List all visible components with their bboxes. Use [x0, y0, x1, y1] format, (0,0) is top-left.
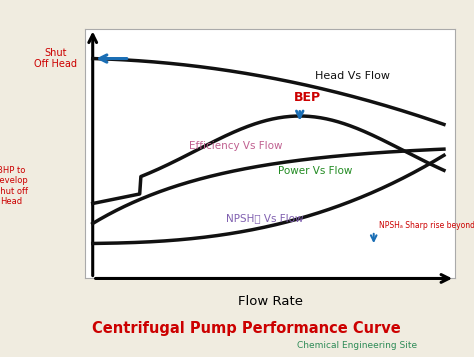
Text: NPSHₐ Sharp rise beyond BEP: NPSHₐ Sharp rise beyond BEP: [379, 221, 474, 230]
Text: Flow Rate: Flow Rate: [237, 295, 303, 308]
Text: Head Vs Flow: Head Vs Flow: [315, 71, 390, 81]
Text: BEP: BEP: [294, 91, 321, 104]
Text: Chemical Engineering Site: Chemical Engineering Site: [297, 341, 417, 350]
Text: Efficiency Vs Flow: Efficiency Vs Flow: [189, 141, 283, 151]
Text: Power Vs Flow: Power Vs Flow: [278, 166, 352, 176]
Text: NPSHᴯ Vs Flow: NPSHᴯ Vs Flow: [226, 213, 303, 223]
Text: Centrifugal Pump Performance Curve: Centrifugal Pump Performance Curve: [92, 321, 401, 336]
Text: BHP to
develop
Shut off
Head: BHP to develop Shut off Head: [0, 166, 28, 206]
Text: Shut
Off Head: Shut Off Head: [34, 48, 77, 69]
